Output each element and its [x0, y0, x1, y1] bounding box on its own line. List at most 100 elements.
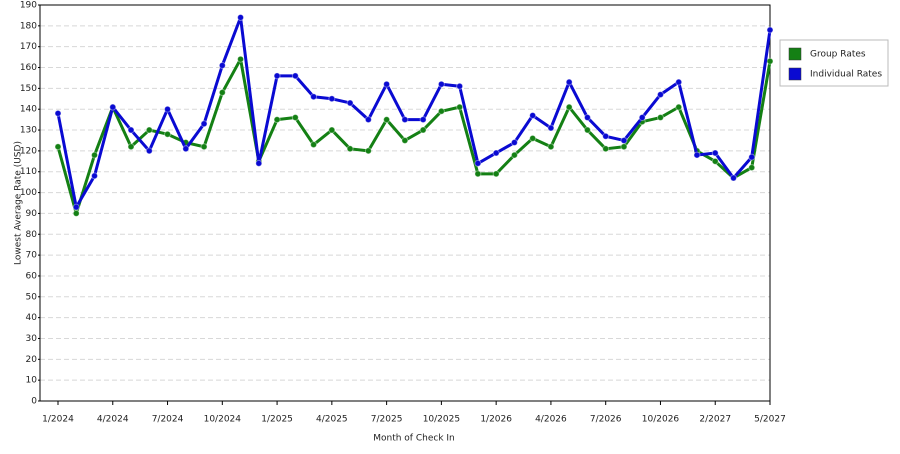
data-point [583, 126, 591, 134]
data-point [91, 151, 99, 159]
data-point [291, 72, 299, 80]
x-tick-label: 10/2025 [423, 415, 460, 425]
data-point [182, 145, 190, 153]
series-line [56, 57, 772, 215]
data-point [72, 203, 80, 211]
data-point [145, 147, 153, 155]
data-point [145, 126, 153, 134]
data-point [602, 145, 610, 153]
data-point [127, 143, 135, 151]
y-tick-label: 10 [26, 376, 38, 386]
data-point [474, 159, 482, 167]
data-point [620, 136, 628, 144]
y-tick-label: 30 [26, 334, 38, 344]
data-point [620, 143, 628, 151]
data-point [675, 78, 683, 86]
data-point [164, 130, 172, 138]
data-point [474, 170, 482, 178]
data-point [456, 82, 464, 90]
x-tick-label: 7/2026 [590, 415, 622, 425]
data-point [638, 114, 646, 122]
data-point [748, 164, 756, 172]
y-tick-label: 130 [20, 126, 37, 136]
x-tick-label: 4/2026 [535, 415, 567, 425]
x-tick-label: 4/2025 [316, 415, 348, 425]
data-point [529, 111, 537, 119]
plot-frame [39, 4, 771, 402]
series-line [56, 16, 772, 209]
data-point [91, 172, 99, 180]
y-tick-label: 170 [20, 42, 37, 52]
data-point [127, 126, 135, 134]
x-tick-label: 1/2024 [42, 415, 74, 425]
y-tick-label: 190 [20, 1, 37, 11]
y-tick-label: 100 [20, 188, 37, 198]
data-point [200, 120, 208, 128]
data-point [419, 116, 427, 124]
data-point [419, 126, 427, 134]
legend-label: Group Rates [810, 50, 866, 60]
data-point [583, 114, 591, 122]
data-point [437, 80, 445, 88]
data-point [237, 14, 245, 22]
data-point [218, 89, 226, 97]
data-point [164, 105, 172, 113]
x-axis-title: Month of Check In [373, 434, 455, 444]
data-point [346, 99, 354, 107]
x-tick-label: 1/2026 [480, 415, 512, 425]
y-tick-label: 110 [20, 167, 37, 177]
x-tick-label: 7/2025 [371, 415, 403, 425]
data-point [200, 143, 208, 151]
data-point [273, 72, 281, 80]
x-tick-label: 10/2026 [642, 415, 680, 425]
y-tick-label: 20 [26, 355, 38, 365]
data-point [766, 57, 774, 65]
data-point [273, 116, 281, 124]
data-point [346, 145, 354, 153]
data-point [291, 114, 299, 122]
data-point [54, 109, 62, 117]
y-tick-label: 180 [20, 21, 37, 31]
data-point [255, 159, 263, 167]
data-point [711, 149, 719, 157]
data-point [656, 91, 664, 99]
data-point [383, 80, 391, 88]
x-tick-label: 1/2025 [261, 415, 293, 425]
data-point [656, 114, 664, 122]
y-tick-label: 90 [26, 209, 38, 219]
x-tick-label: 5/2027 [754, 415, 786, 425]
data-point [602, 132, 610, 140]
data-point [675, 103, 683, 111]
data-point [401, 136, 409, 144]
data-point [54, 143, 62, 151]
y-axis-title: Lowest Average Rate (USD) [14, 141, 24, 265]
y-tick-label: 160 [20, 63, 37, 73]
x-tick-label: 7/2024 [152, 415, 184, 425]
data-point [565, 78, 573, 86]
y-tick-label: 80 [26, 230, 38, 240]
data-point [492, 149, 500, 157]
y-tick-label: 60 [26, 271, 38, 281]
legend-swatch [788, 67, 802, 81]
data-point [729, 174, 737, 182]
data-point [310, 141, 318, 149]
data-point [456, 103, 464, 111]
data-point [492, 170, 500, 178]
data-point [711, 157, 719, 165]
data-point [364, 116, 372, 124]
y-tick-label: 0 [31, 397, 37, 407]
data-point [565, 103, 573, 111]
x-tick-label: 4/2024 [97, 415, 129, 425]
data-point [364, 147, 372, 155]
data-point [766, 26, 774, 34]
data-point [529, 134, 537, 142]
data-point [748, 153, 756, 161]
data-point [237, 55, 245, 63]
y-tick-label: 150 [20, 84, 37, 94]
data-point [310, 93, 318, 101]
y-tick-label: 140 [20, 105, 37, 115]
data-point [328, 126, 336, 134]
x-tick-label: 2/2027 [699, 415, 731, 425]
y-tick-label: 40 [26, 313, 38, 323]
